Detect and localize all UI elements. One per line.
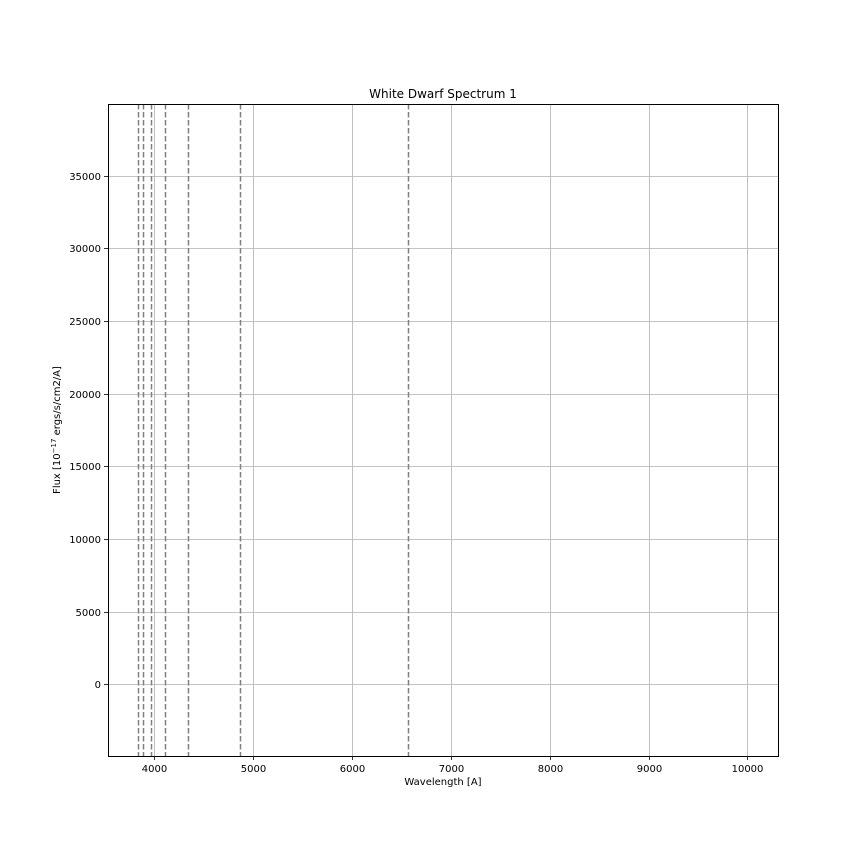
reference-lines: [137, 104, 410, 756]
y-axis-label-prefix: Flux [10: [52, 453, 63, 494]
y-axis-label: Flux [10−17 ergs/s/cm2/A]: [50, 366, 63, 494]
y-axis-label-exponent: −17: [50, 439, 58, 454]
y-tick-label: 0: [95, 680, 101, 691]
x-axis-label: Wavelength [A]: [404, 777, 481, 788]
x-tick-label: 9000: [637, 764, 662, 775]
grid: [108, 104, 778, 756]
y-tick-label: 15000: [69, 462, 101, 473]
x-tick-label: 6000: [340, 764, 365, 775]
x-tick-label: 10000: [732, 764, 764, 775]
chart-title: White Dwarf Spectrum 1: [369, 87, 517, 101]
x-tick-label: 4000: [142, 764, 167, 775]
x-tick-label: 7000: [439, 764, 464, 775]
y-tick-label: 10000: [69, 535, 101, 546]
x-axis: 4000 5000 6000 7000 8000 9000 10000: [142, 756, 764, 775]
x-tick-label: 8000: [538, 764, 563, 775]
y-tick-label: 5000: [76, 608, 101, 619]
y-tick-label: 25000: [69, 317, 101, 328]
plot-area: [108, 104, 778, 756]
x-tick-label: 5000: [241, 764, 266, 775]
plot-frame: [108, 104, 779, 757]
y-axis: 0 5000 10000 15000 20000 25000 30000 35000: [69, 172, 108, 691]
y-tick-label: 20000: [69, 390, 101, 401]
y-tick-label: 30000: [69, 244, 101, 255]
y-axis-label-suffix: ergs/s/cm2/A]: [52, 366, 63, 439]
y-tick-label: 35000: [69, 172, 101, 183]
